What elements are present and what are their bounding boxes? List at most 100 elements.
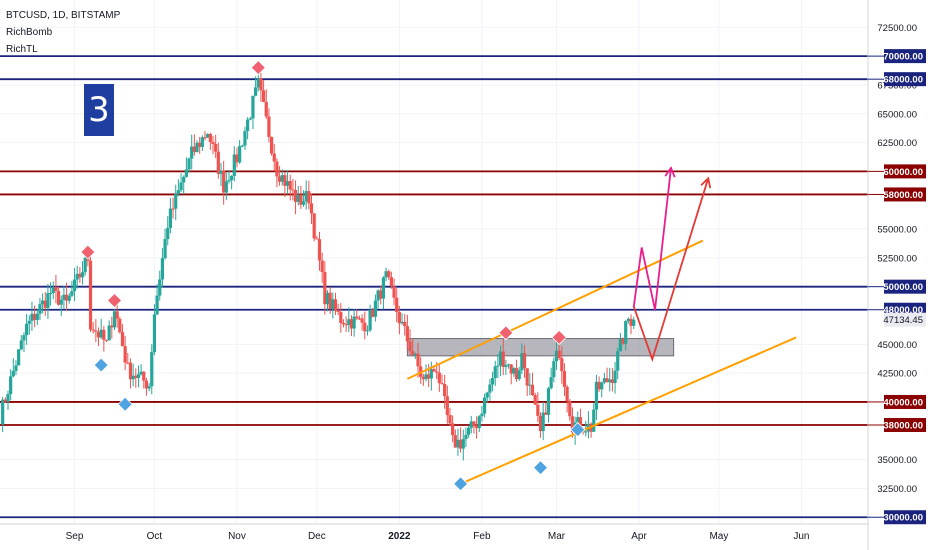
candle-body [339, 312, 343, 323]
candle-body [46, 293, 50, 308]
candle-body [155, 295, 159, 315]
candle-body [232, 154, 236, 176]
indicator-label-richbomb[interactable]: RichBomb [6, 27, 53, 38]
candle-body [451, 423, 455, 436]
projection-red-arrow-head [700, 176, 712, 189]
candle-body [522, 353, 527, 369]
level-price-label: 50000.00 [883, 282, 923, 293]
candle-body [349, 319, 354, 329]
candle-body [536, 404, 540, 416]
signal-diamond-red [250, 60, 266, 76]
price-axis[interactable]: 72500.0067500.0065000.0062500.0055000.00… [867, 0, 926, 550]
candle-body [490, 378, 495, 385]
candle-body [256, 78, 260, 88]
candle-body [184, 169, 188, 177]
candle-body [325, 292, 330, 305]
candle-body [632, 319, 636, 326]
candle-body [277, 176, 282, 182]
time-tick-label: Feb [473, 531, 491, 542]
candle-body [203, 137, 207, 139]
candle-body [389, 277, 393, 287]
gray-zone [406, 338, 675, 357]
projection-magenta-arrow-head [664, 166, 676, 178]
candle-body [190, 146, 194, 159]
channel-line-upper [406, 239, 704, 380]
candle-body [602, 378, 607, 383]
candle-body [33, 313, 37, 320]
candle-body [142, 371, 146, 381]
candle-body [267, 116, 271, 137]
signal-markers [80, 60, 586, 492]
candle-body [360, 318, 364, 323]
candle-body [331, 299, 335, 309]
candle-body [453, 435, 457, 448]
channel-lines [406, 239, 797, 485]
candle-body [75, 273, 79, 280]
candle-body [408, 341, 412, 352]
level-price-label: 70000.00 [883, 52, 923, 63]
candle-body [352, 316, 356, 329]
signal-diamond-blue [117, 396, 133, 412]
candle-body [182, 176, 186, 183]
time-tick-label: Sep [66, 531, 84, 542]
time-tick-label: 2022 [388, 531, 411, 542]
candle-body [429, 369, 433, 379]
candle-body [187, 158, 191, 170]
candle-body [427, 374, 431, 379]
candle-body [411, 351, 415, 356]
candle-body [416, 353, 420, 367]
candle-body [301, 201, 306, 205]
indicator-label-richtl[interactable]: RichTL [6, 44, 38, 55]
candle-body [538, 415, 543, 432]
signal-diamond-blue [532, 460, 549, 476]
candle-body [200, 137, 204, 147]
candle-body [413, 353, 417, 356]
candle-body [480, 413, 484, 417]
candle-body [333, 299, 338, 311]
candle-body [613, 370, 617, 384]
candle-body [227, 180, 231, 182]
candle-body [594, 381, 599, 410]
candle-body [592, 409, 596, 432]
level-price-tag [884, 72, 926, 87]
candle-body [248, 118, 252, 120]
candle-body [363, 322, 367, 332]
candle-body [530, 384, 535, 396]
candle-body [312, 213, 316, 239]
candle-body [179, 182, 183, 191]
candle-body [323, 272, 327, 305]
candle-body [482, 397, 487, 414]
candle-body [19, 340, 23, 350]
candle-body [280, 175, 284, 182]
candle-body [134, 375, 138, 378]
price-tick-label: 52500.00 [877, 253, 917, 264]
wave-number-badge: 3 [84, 84, 114, 136]
candle-body [509, 364, 513, 374]
price-tick-label: 42500.00 [877, 369, 917, 380]
candle-body [387, 271, 391, 278]
level-price-label: 68000.00 [883, 75, 923, 86]
candle-body [626, 318, 630, 322]
candle-body [435, 371, 439, 373]
candle-body [211, 141, 215, 145]
candle-body [445, 396, 449, 416]
level-price-tag [884, 49, 926, 64]
candle-body [235, 154, 239, 163]
candle-body [224, 181, 228, 193]
candle-body [152, 314, 157, 353]
candle-body [291, 189, 295, 191]
level-price-label: 30000.00 [883, 513, 923, 524]
price-tick-label: 45000.00 [877, 340, 917, 351]
time-axis[interactable]: Sep Oct Nov Dec 2022 Feb Mar Apr May Jun [0, 523, 868, 542]
candle-body [525, 368, 529, 386]
candle-body [246, 119, 250, 132]
price-tick-label: 72500.00 [877, 23, 917, 34]
time-tick-label: Mar [548, 531, 566, 542]
candle-body [397, 312, 401, 324]
candle-body [35, 313, 39, 320]
candle-body [371, 309, 375, 317]
candle-body [296, 194, 300, 202]
candle-body [243, 131, 247, 146]
candle-body [443, 383, 447, 397]
